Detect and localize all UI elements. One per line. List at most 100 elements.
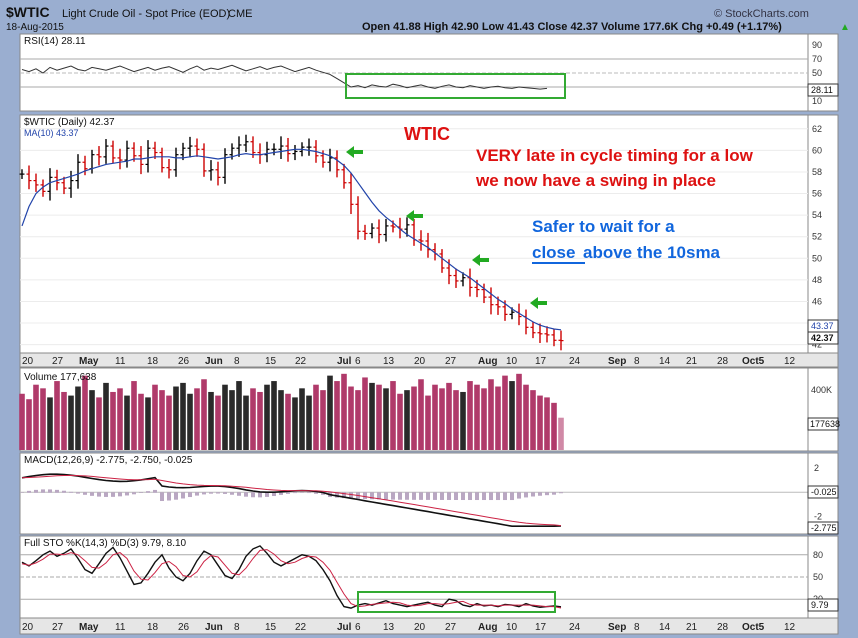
macd-histogram-bar	[335, 492, 339, 498]
price-bar	[488, 287, 494, 315]
macd-hist-value: -0.025	[811, 487, 837, 497]
volume-bar	[75, 386, 81, 450]
date-label: 18-Aug-2015	[6, 22, 64, 33]
rsi-title: RSI(14) 28.11	[24, 36, 86, 47]
macd-histogram-bar	[272, 492, 276, 497]
macd-histogram-bar	[132, 492, 136, 495]
x-tick-label: 15	[265, 622, 277, 633]
x-tick-label: 14	[659, 622, 671, 633]
volume-bar	[285, 393, 291, 450]
price-bar	[173, 147, 179, 177]
x-tick-label: Oct5	[742, 356, 765, 367]
rsi-highlight-box	[345, 73, 566, 99]
macd-histogram-bar	[412, 492, 416, 500]
xaxis-top: 20 27 May 11 18 26 Jun 8 15 22 Jul 6 13 20 27 Aug 10 17 24…	[19, 352, 839, 368]
rsi-last-value: 28.11	[811, 85, 833, 95]
x-tick-label: 8	[234, 622, 240, 633]
sto-highlight-box	[357, 591, 556, 613]
volume-bar	[61, 391, 67, 450]
ohlc-readout: Open 41.88 High 42.90 Low 41.43 Close 42…	[362, 21, 782, 33]
volume-bar	[82, 375, 88, 450]
x-tick-label: 18	[147, 356, 159, 367]
symbol-label[interactable]: $WTIC	[6, 4, 50, 20]
macd-histogram-bar	[139, 492, 143, 493]
macd-histogram-bar	[321, 492, 325, 495]
volume-bar	[439, 388, 445, 450]
macd-tick-label: 2	[814, 463, 819, 473]
macd-histogram-bar	[538, 492, 542, 496]
sto-d-line	[21, 549, 562, 609]
x-tick-label: May	[79, 356, 99, 367]
price-bar	[180, 142, 186, 161]
price-bar	[82, 155, 88, 176]
macd-histogram-bar	[307, 492, 311, 494]
macd-histogram-bar	[552, 492, 556, 495]
volume-bar	[236, 381, 242, 450]
x-tick-label: 6	[355, 622, 361, 633]
volume-bar	[558, 417, 564, 450]
volume-bar	[327, 375, 333, 450]
x-tick-label: 10	[506, 622, 518, 633]
macd-histogram-bar	[286, 492, 290, 494]
price-bar	[383, 218, 389, 242]
x-tick-label: 27	[445, 356, 457, 367]
volume-bar	[26, 399, 32, 450]
price-bar	[327, 148, 333, 172]
annotation-line3: Safer to wait for a	[532, 217, 675, 236]
volume-bar	[215, 395, 221, 450]
price-bar	[208, 160, 214, 181]
volume-bar	[33, 384, 39, 450]
price-tick-label: 50	[812, 253, 822, 263]
price-bar	[222, 148, 228, 184]
macd-histogram-bar	[48, 489, 52, 493]
price-tick-label: 56	[812, 189, 822, 199]
x-tick-label: 12	[784, 356, 796, 367]
macd-histogram-bar	[20, 492, 24, 493]
volume-bar	[390, 381, 396, 450]
sto-panel: Full STO %K(14,3) %D(3) 9.79, 8.10 80502…	[19, 535, 839, 619]
xaxis-bottom: 20 27 May 11 18 26 Jun 8 15 22 Jul 6 13 20 27 Aug 10 17 24…	[19, 617, 839, 635]
sto-tick-label: 50	[813, 572, 823, 582]
x-tick-label: 14	[659, 356, 671, 367]
volume-bar	[544, 397, 550, 450]
x-tick-label: 6	[355, 356, 361, 367]
price-bar	[439, 249, 445, 273]
arrow-left-icon	[346, 146, 363, 158]
rsi-tick-label: 50	[812, 68, 822, 78]
x-tick-label: Sep	[608, 356, 626, 367]
price-tick-label: 54	[812, 210, 822, 220]
annotation-line1: VERY late in cycle timing for a low	[476, 146, 754, 165]
macd-histogram-bar	[447, 492, 451, 500]
macd-histogram-bar	[559, 492, 563, 494]
macd-histogram-bar	[34, 489, 38, 493]
volume-bar	[404, 390, 410, 450]
ma-last-label: 43.37	[811, 321, 834, 331]
price-bar	[243, 134, 249, 152]
sto-last-value: 9.79	[811, 600, 829, 610]
price-bar	[376, 219, 382, 244]
ma-title: MA(10) 43.37	[24, 128, 79, 138]
macd-histogram-bar	[202, 492, 206, 495]
macd-histogram-bar	[531, 492, 535, 497]
x-tick-label: 18	[147, 622, 159, 633]
volume-bar	[243, 395, 249, 450]
x-tick-label: 20	[414, 356, 426, 367]
price-bar	[292, 144, 298, 161]
price-bar	[306, 138, 312, 156]
x-tick-label: 22	[295, 356, 307, 367]
price-bar	[264, 141, 270, 163]
x-tick-label: 28	[717, 622, 729, 633]
volume-bar	[222, 384, 228, 450]
price-bar	[348, 173, 354, 215]
sto-title: Full STO %K(14,3) %D(3) 9.79, 8.10	[24, 538, 187, 549]
macd-histogram-bar	[174, 492, 178, 500]
volume-bar	[495, 386, 501, 450]
volume-bar	[173, 386, 179, 450]
price-bar	[26, 165, 32, 190]
macd-histogram-bar	[118, 492, 122, 497]
volume-bar	[551, 402, 557, 450]
x-tick-label: 8	[234, 356, 240, 367]
volume-bar	[89, 390, 95, 450]
price-bar	[75, 154, 81, 189]
x-tick-label: 20	[22, 622, 34, 633]
